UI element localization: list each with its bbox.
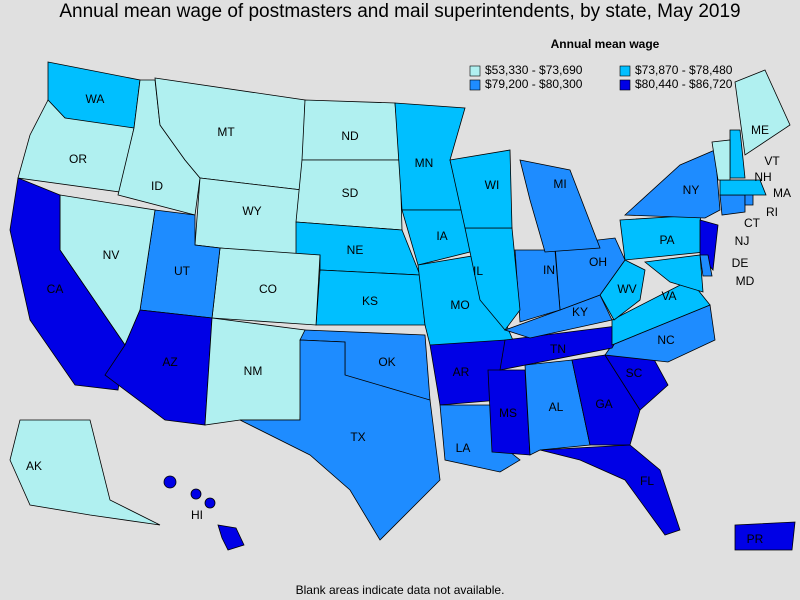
state-label: MS — [499, 406, 517, 420]
state-label: SD — [342, 186, 359, 200]
state-label: WV — [617, 282, 636, 296]
state-label: PR — [747, 532, 764, 546]
state — [539, 444, 681, 536]
state-label: VA — [661, 289, 676, 303]
state-label: NV — [103, 248, 120, 262]
state-label: HI — [191, 508, 203, 522]
state-label: GA — [595, 397, 612, 411]
legend-label: $73,870 - $78,480 — [635, 63, 733, 77]
state — [9, 177, 126, 391]
state — [719, 194, 746, 216]
state-label: NY — [683, 183, 700, 197]
state-label: MO — [450, 298, 469, 312]
legend-swatch — [619, 65, 631, 77]
state-label: OH — [589, 255, 607, 269]
state-label: KS — [362, 294, 378, 308]
state-label: RI — [766, 205, 778, 219]
footnote: Blank areas indicate data not available. — [296, 583, 505, 597]
state-label: CO — [259, 282, 277, 296]
state-label: PA — [659, 233, 674, 247]
state-label: IA — [436, 229, 447, 243]
state-label: VT — [764, 154, 780, 168]
state-label: OR — [69, 152, 87, 166]
legend-swatch — [619, 79, 631, 91]
state-label: UT — [174, 264, 191, 278]
state-label: OK — [378, 355, 395, 369]
states — [9, 61, 796, 551]
state-label: NE — [347, 243, 364, 257]
state-label: DE — [732, 256, 749, 270]
state-label: MA — [773, 186, 791, 200]
state-label: AR — [453, 365, 470, 379]
state-label: CA — [47, 282, 64, 296]
map-title: Annual mean wage of postmasters and mail… — [59, 1, 740, 22]
state — [239, 339, 441, 541]
state — [699, 254, 713, 277]
state-label: NM — [244, 364, 263, 378]
state-label: NC — [657, 333, 675, 347]
state — [734, 521, 796, 551]
state-label: WI — [485, 178, 500, 192]
state-label: AZ — [162, 355, 177, 369]
state-label: ID — [151, 179, 163, 193]
state-label: SC — [626, 366, 643, 380]
state-label: ME — [751, 123, 769, 137]
state — [217, 524, 245, 551]
legend: $53,330 - $73,690 $73,870 - $78,480 $79,20… — [469, 63, 733, 91]
state — [519, 159, 601, 253]
state-label: AL — [549, 400, 564, 414]
island — [190, 488, 202, 500]
legend-label: $53,330 - $73,690 — [485, 63, 583, 77]
legend-label: $79,200 - $80,300 — [485, 77, 583, 91]
state — [624, 149, 721, 219]
state-label: IN — [543, 263, 555, 277]
legend-title: Annual mean wage — [551, 37, 660, 51]
state-label: FL — [640, 474, 654, 488]
state-label: MT — [217, 125, 235, 139]
state — [449, 149, 513, 229]
state — [514, 249, 561, 323]
labels: WA OR ID MT WY ND SD NE KS CO UT NV CA AZ NM OK TX MN IA MO… — [26, 92, 791, 546]
state — [503, 294, 613, 339]
state-label: WA — [86, 92, 105, 106]
state — [734, 69, 791, 156]
state-label: TN — [550, 342, 566, 356]
state-label: KY — [572, 305, 588, 319]
legend-swatch — [469, 65, 481, 77]
state — [711, 139, 731, 181]
state-label: ND — [341, 129, 359, 143]
state-label: NJ — [735, 234, 750, 248]
state-label: IL — [473, 264, 483, 278]
legend-label: $80,440 - $86,720 — [635, 77, 733, 91]
state-label: MN — [415, 156, 434, 170]
state-label: TX — [350, 430, 365, 444]
state — [611, 279, 711, 346]
state-label: LA — [456, 441, 471, 455]
state — [644, 254, 704, 293]
island — [204, 497, 216, 509]
island — [163, 475, 177, 489]
state — [9, 419, 161, 526]
state — [571, 354, 641, 446]
state-label: WY — [242, 204, 261, 218]
state-label: CT — [744, 216, 761, 230]
state-label: NH — [754, 170, 771, 184]
state — [524, 359, 591, 456]
state-label: MI — [553, 177, 566, 191]
state-label: MD — [736, 274, 755, 288]
state — [719, 179, 767, 196]
legend-swatch — [469, 79, 481, 91]
state — [499, 324, 626, 371]
state-label: AK — [26, 459, 42, 473]
